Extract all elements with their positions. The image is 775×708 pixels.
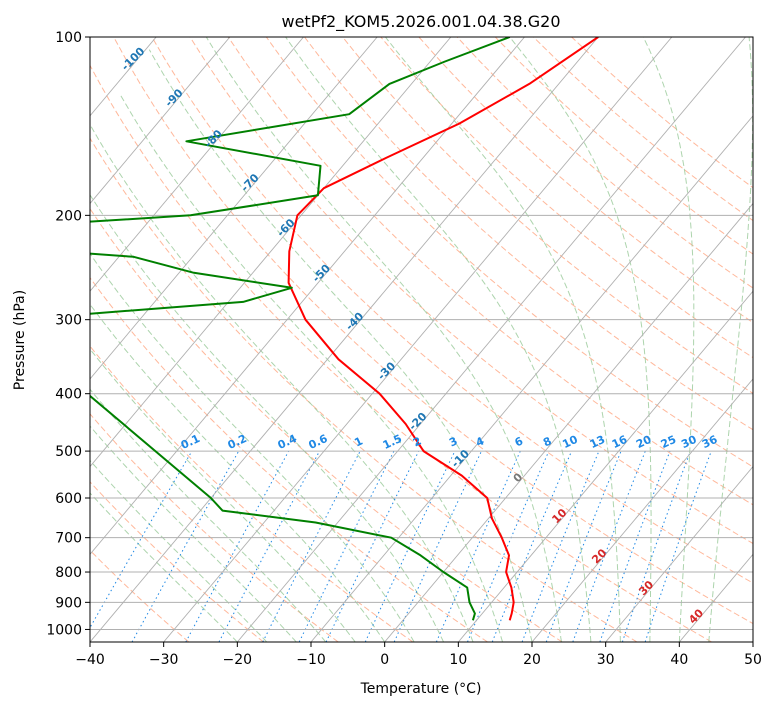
mixing-ratio-line [521,450,600,642]
dewpoint-line [90,37,511,621]
x-tick-label: 50 [744,652,762,668]
x-axis-title: Temperature (°C) [360,681,482,697]
isotherm-line [531,378,753,642]
y-tick-label: 400 [55,387,82,403]
y-tick-label: 800 [55,565,82,581]
x-tick-label: 0 [380,652,389,668]
dry-adiabat-line [90,549,190,642]
moist-adiabat-line [90,303,386,642]
isotherm-line [90,37,599,642]
mixing-ratio-label: 25 [659,433,678,451]
mixing-ratio-label: 20 [634,433,654,451]
plot-area: 0.1 0.2 0.4 0.6 1 1.5 2 3 4 6 8 10 13 16 20 25 30 36-100-… [90,37,753,642]
moist-adiabat-line [90,252,415,642]
isotherm-line [163,37,673,642]
moist-adiabat-line [708,37,753,642]
mixing-ratio-line [298,450,395,642]
mixing-ratio-label: 13 [588,433,607,451]
x-tick-label: −40 [75,652,105,668]
y-tick-label: 200 [55,208,82,224]
mixing-ratio-line [185,450,290,642]
x-tick-label: 20 [523,652,541,668]
moist-adiabat-line [509,37,652,642]
mixing-ratio-line [218,450,320,642]
dry-adiabat-line [304,37,753,431]
dry-adiabat-line [90,207,563,642]
isotherm-line [236,37,746,642]
y-tick-label: 700 [55,531,82,547]
isotherm-line [90,37,525,556]
y-axis: 100 200 300 400 500 600 700 800 900 1000 [46,30,90,638]
isotherm-line [457,290,753,642]
dry-adiabat-line [227,37,753,506]
series-lines [90,37,599,621]
moist-adiabat-line [90,459,268,642]
mixing-ratio-label: 30 [679,433,699,451]
mixing-ratio-label: 36 [700,433,720,451]
moist-adiabat-line [90,123,474,642]
y-tick-label: 1000 [46,622,82,638]
temperature-line [287,37,599,621]
mixing-ratio-line [545,450,622,642]
dry-adiabat-line [265,37,753,468]
isotherm-line [90,37,452,468]
isobars [90,37,753,630]
mixing-ratio-line [90,450,193,629]
isotherm-line [605,465,753,642]
x-tick-label: 40 [670,652,688,668]
x-tick-label: −20 [223,652,253,668]
plot-frame [89,36,754,643]
y-axis-title: Pressure (hPa) [12,290,28,390]
x-tick-label: 30 [597,652,615,668]
y-tick-label: 300 [55,313,82,329]
y-tick-label: 900 [55,595,82,611]
moist-adiabat-line [642,37,695,642]
moist-adiabat-line [285,37,592,642]
x-axis: −40 −30 −20 −10 0 10 20 30 40 50 [75,642,762,668]
y-tick-label: 500 [55,444,82,460]
moist-adiabat-line [148,49,533,642]
mixing-ratio-line [325,450,420,642]
y-tick-label: 600 [55,491,82,507]
isotherm-line [90,37,378,380]
dry-adiabat-line [90,481,264,642]
x-tick-label: −10 [296,652,326,668]
moist-adiabat-line [90,194,445,642]
isotherm-line [384,202,753,642]
dry-adiabat-line [90,413,339,642]
moist-adiabat-line [385,37,621,642]
isotherms [90,37,753,642]
mixing-ratio-line [393,450,482,642]
isotherm-line [90,37,231,205]
moist-adiabat-line [90,492,238,642]
dry-adiabat-line [90,276,488,642]
isotherm-line [90,37,304,292]
moist-adiabat-line [90,348,356,642]
chart-title: wetPf2_KOM5.2026.001.04.38.G20 [281,12,560,32]
moist-adiabat-line [90,388,327,642]
dry-adiabat-line [380,37,753,359]
dry-adiabat-line [151,37,753,584]
x-tick-label: 10 [449,652,467,668]
dry-adiabat-line [113,37,753,625]
mixing-ratio-label: 10 [560,433,580,451]
mixing-ratio-line [572,450,646,642]
dry-adiabat-line [342,37,753,394]
dry-adiabat-line [456,37,753,289]
y-tick-label: 100 [55,30,82,46]
dry-adiabat-line [90,137,638,642]
moist-adiabat-line [90,425,297,642]
dry-adiabat-line [189,37,753,545]
mixing-ratio-line [364,450,456,642]
moist-adiabats [90,37,753,642]
x-tick-label: −30 [149,652,179,668]
mixing-ratio-label: 16 [610,433,630,451]
